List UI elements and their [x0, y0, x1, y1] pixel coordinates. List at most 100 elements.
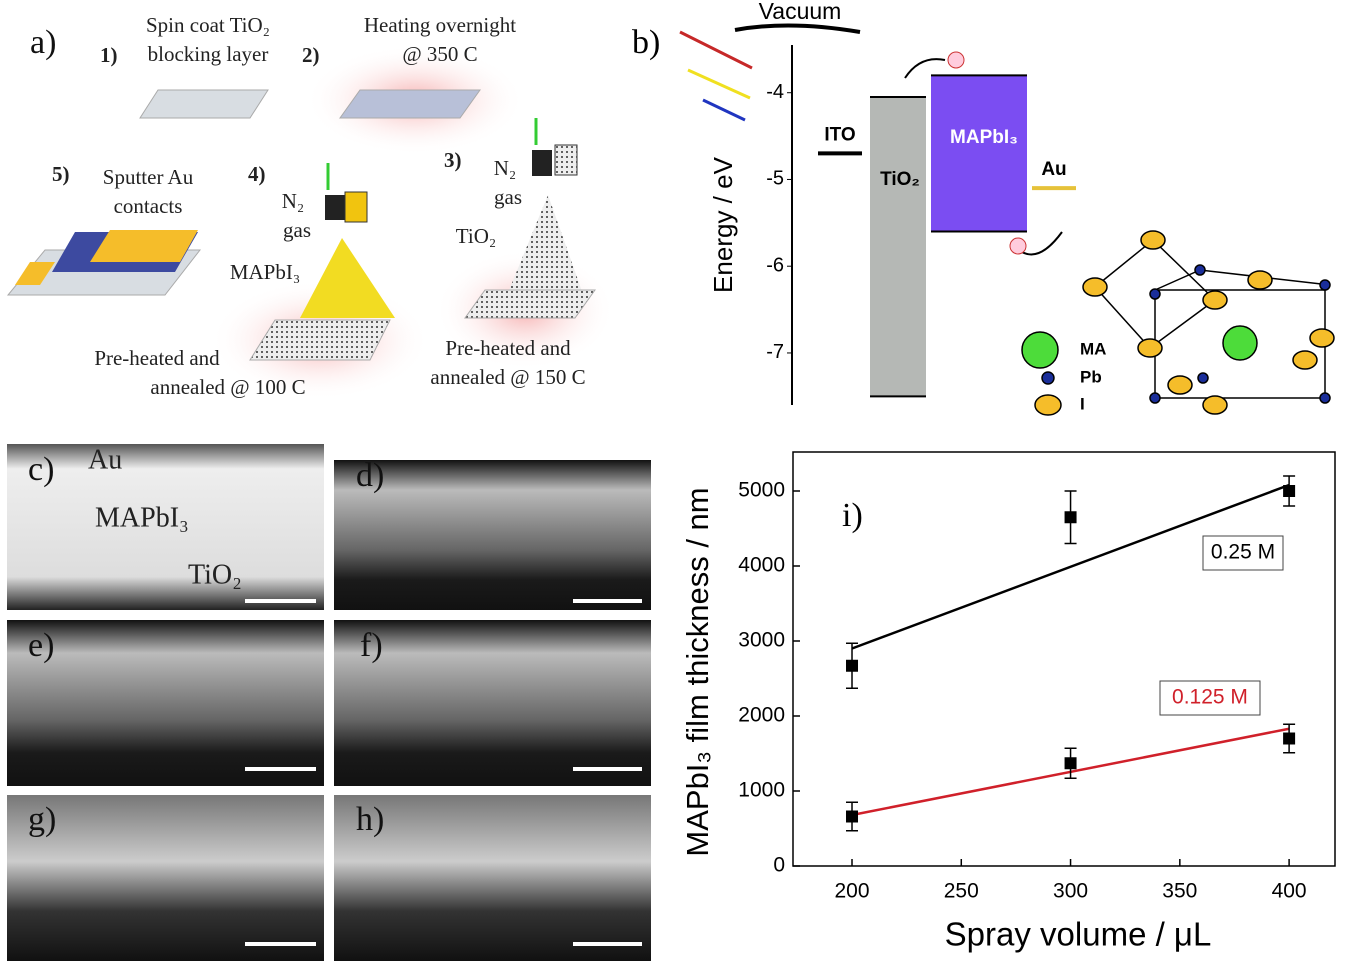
step-text: contacts [114, 194, 183, 218]
x-tick-label: 250 [944, 880, 979, 903]
ma-ion [1222, 325, 1258, 361]
panel-label: e) [28, 627, 54, 664]
i-ion [1137, 338, 1163, 358]
legend-label: MA [1080, 339, 1106, 358]
i-ion [1247, 270, 1273, 290]
material-label: TiO₂ [456, 224, 496, 248]
pb-ion [1197, 372, 1209, 384]
light-arrows [679, 30, 753, 122]
y-tick-label: -6 [766, 254, 784, 276]
step-number: 3) [444, 148, 462, 172]
step-text: annealed @ 150 C [430, 365, 585, 389]
y-tick-label: 5000 [738, 479, 785, 502]
legend-i [1034, 394, 1062, 416]
step-text: @ 350 C [402, 42, 477, 66]
legend-ma [1021, 331, 1059, 369]
hole-arrow [1021, 231, 1063, 256]
band-label: TiO₂ [880, 169, 920, 190]
layer-label: MAPbI₃ [95, 502, 189, 533]
y-tick-label: -5 [766, 168, 784, 190]
step-text: Sputter Au [103, 165, 194, 189]
step-text: Pre-heated and [94, 346, 220, 370]
pb-ion [1319, 279, 1331, 291]
panel-a: a) 1) Spin coat TiO₂ blocking layer 2) H… [6, 13, 615, 400]
spray-cone [505, 195, 585, 300]
band [870, 97, 926, 397]
material-label: MAPbI₃ [230, 260, 300, 284]
y-tick-label: 2000 [738, 704, 785, 727]
level-label: Au [1041, 159, 1066, 180]
panel-label: b) [632, 24, 660, 61]
data-point [1064, 757, 1077, 770]
substrate [249, 319, 391, 361]
layer-label: TiO₂ [188, 559, 242, 590]
reservoir [344, 191, 368, 223]
series-label: 0.25 M [1211, 541, 1275, 564]
step-number: 4) [248, 162, 266, 186]
substrate [339, 89, 481, 119]
data-point [846, 810, 859, 823]
spray-cone [300, 238, 395, 318]
band [931, 75, 1027, 232]
panel-i: i)200 250 300 350 400010002000300040005000Sp… [680, 451, 1336, 953]
x-axis-label: Spray volume / μL [945, 916, 1212, 953]
pb-ion [1149, 392, 1161, 404]
x-tick-label: 200 [834, 880, 869, 903]
band-label: MAPbI₃ [950, 127, 1018, 148]
i-ion [1082, 277, 1108, 297]
panel-label: a) [30, 24, 56, 61]
gas-label: gas [283, 218, 311, 242]
y-axis-label: Energy / eV [708, 156, 738, 293]
series-label: 0.125 M [1172, 686, 1248, 709]
i-ion [1202, 395, 1228, 415]
x-tick-label: 300 [1053, 880, 1088, 903]
gas-label: gas [494, 185, 522, 209]
legend-label: Pb [1080, 367, 1102, 386]
sem-image [7, 444, 324, 610]
i-ion [1140, 230, 1166, 250]
series-label-box [1159, 680, 1261, 716]
plot-frame [792, 451, 1336, 867]
pb-ion [1149, 288, 1161, 300]
y-tick-label: 0 [773, 854, 785, 877]
gas-label: N₂ [282, 189, 305, 213]
data-point [1283, 485, 1296, 497]
step-text: Heating overnight [364, 13, 516, 37]
unit-cell [1154, 269, 1331, 291]
chart-title: Vacuum [759, 0, 842, 24]
i-ion [1202, 290, 1228, 310]
y-tick-label: 1000 [738, 779, 785, 802]
pb-ion [1319, 392, 1331, 404]
light-arrow [679, 30, 753, 70]
sem-image [7, 795, 324, 961]
panel-label: i) [842, 497, 863, 534]
panel-b: MA Pb I b) Vacuum Energy / eV -4 -5 -6 -7 TiO₂ M… [632, 0, 1335, 416]
y-tick-label: 4000 [738, 554, 785, 577]
data-point [846, 659, 859, 672]
x-tick-label: 350 [1162, 880, 1197, 903]
gold-contact [15, 262, 55, 285]
panel-label: f) [360, 627, 383, 664]
panel-label: g) [28, 801, 56, 838]
i-ion [1167, 375, 1193, 395]
vacuum-line [734, 23, 861, 34]
y-tick-label: 3000 [738, 629, 785, 652]
panel-label: d) [356, 457, 384, 494]
sem-image [334, 795, 651, 961]
series-label-box [1202, 535, 1284, 571]
layer-label: Au [88, 444, 122, 475]
level-label: ITO [824, 124, 855, 145]
reservoir [554, 144, 578, 176]
nozzle [532, 150, 552, 176]
hole [1009, 237, 1027, 255]
sem-image [7, 620, 324, 786]
step-text: blocking layer [148, 42, 269, 66]
step-number: 2) [302, 43, 320, 67]
y-tick-label: -4 [766, 81, 784, 103]
step-number: 1) [100, 43, 118, 67]
sem-image [334, 620, 651, 786]
x-tick-label: 400 [1272, 880, 1307, 903]
legend-pb [1041, 371, 1055, 385]
data-point [1064, 511, 1077, 524]
